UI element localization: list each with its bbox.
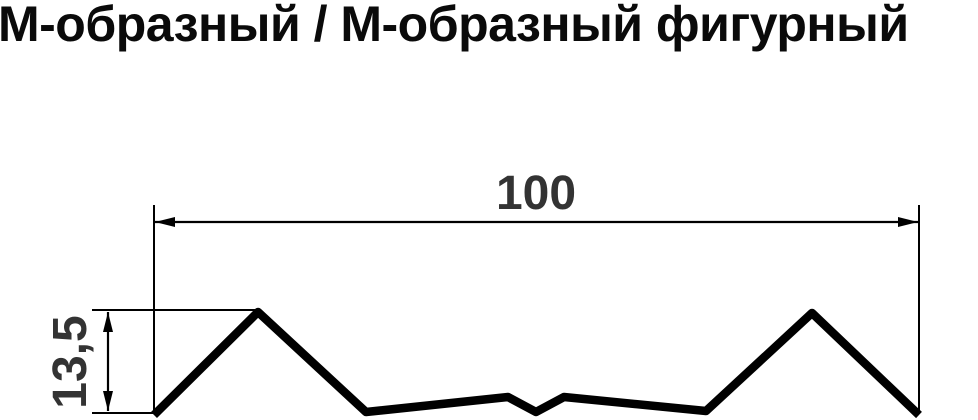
page-title: М-образный / М-образный фигурный (0, 0, 909, 52)
profile-outline (151, 307, 922, 419)
height-dimension-label: 13,5 (44, 315, 97, 409)
width-dimension-label: 100 (495, 167, 577, 220)
